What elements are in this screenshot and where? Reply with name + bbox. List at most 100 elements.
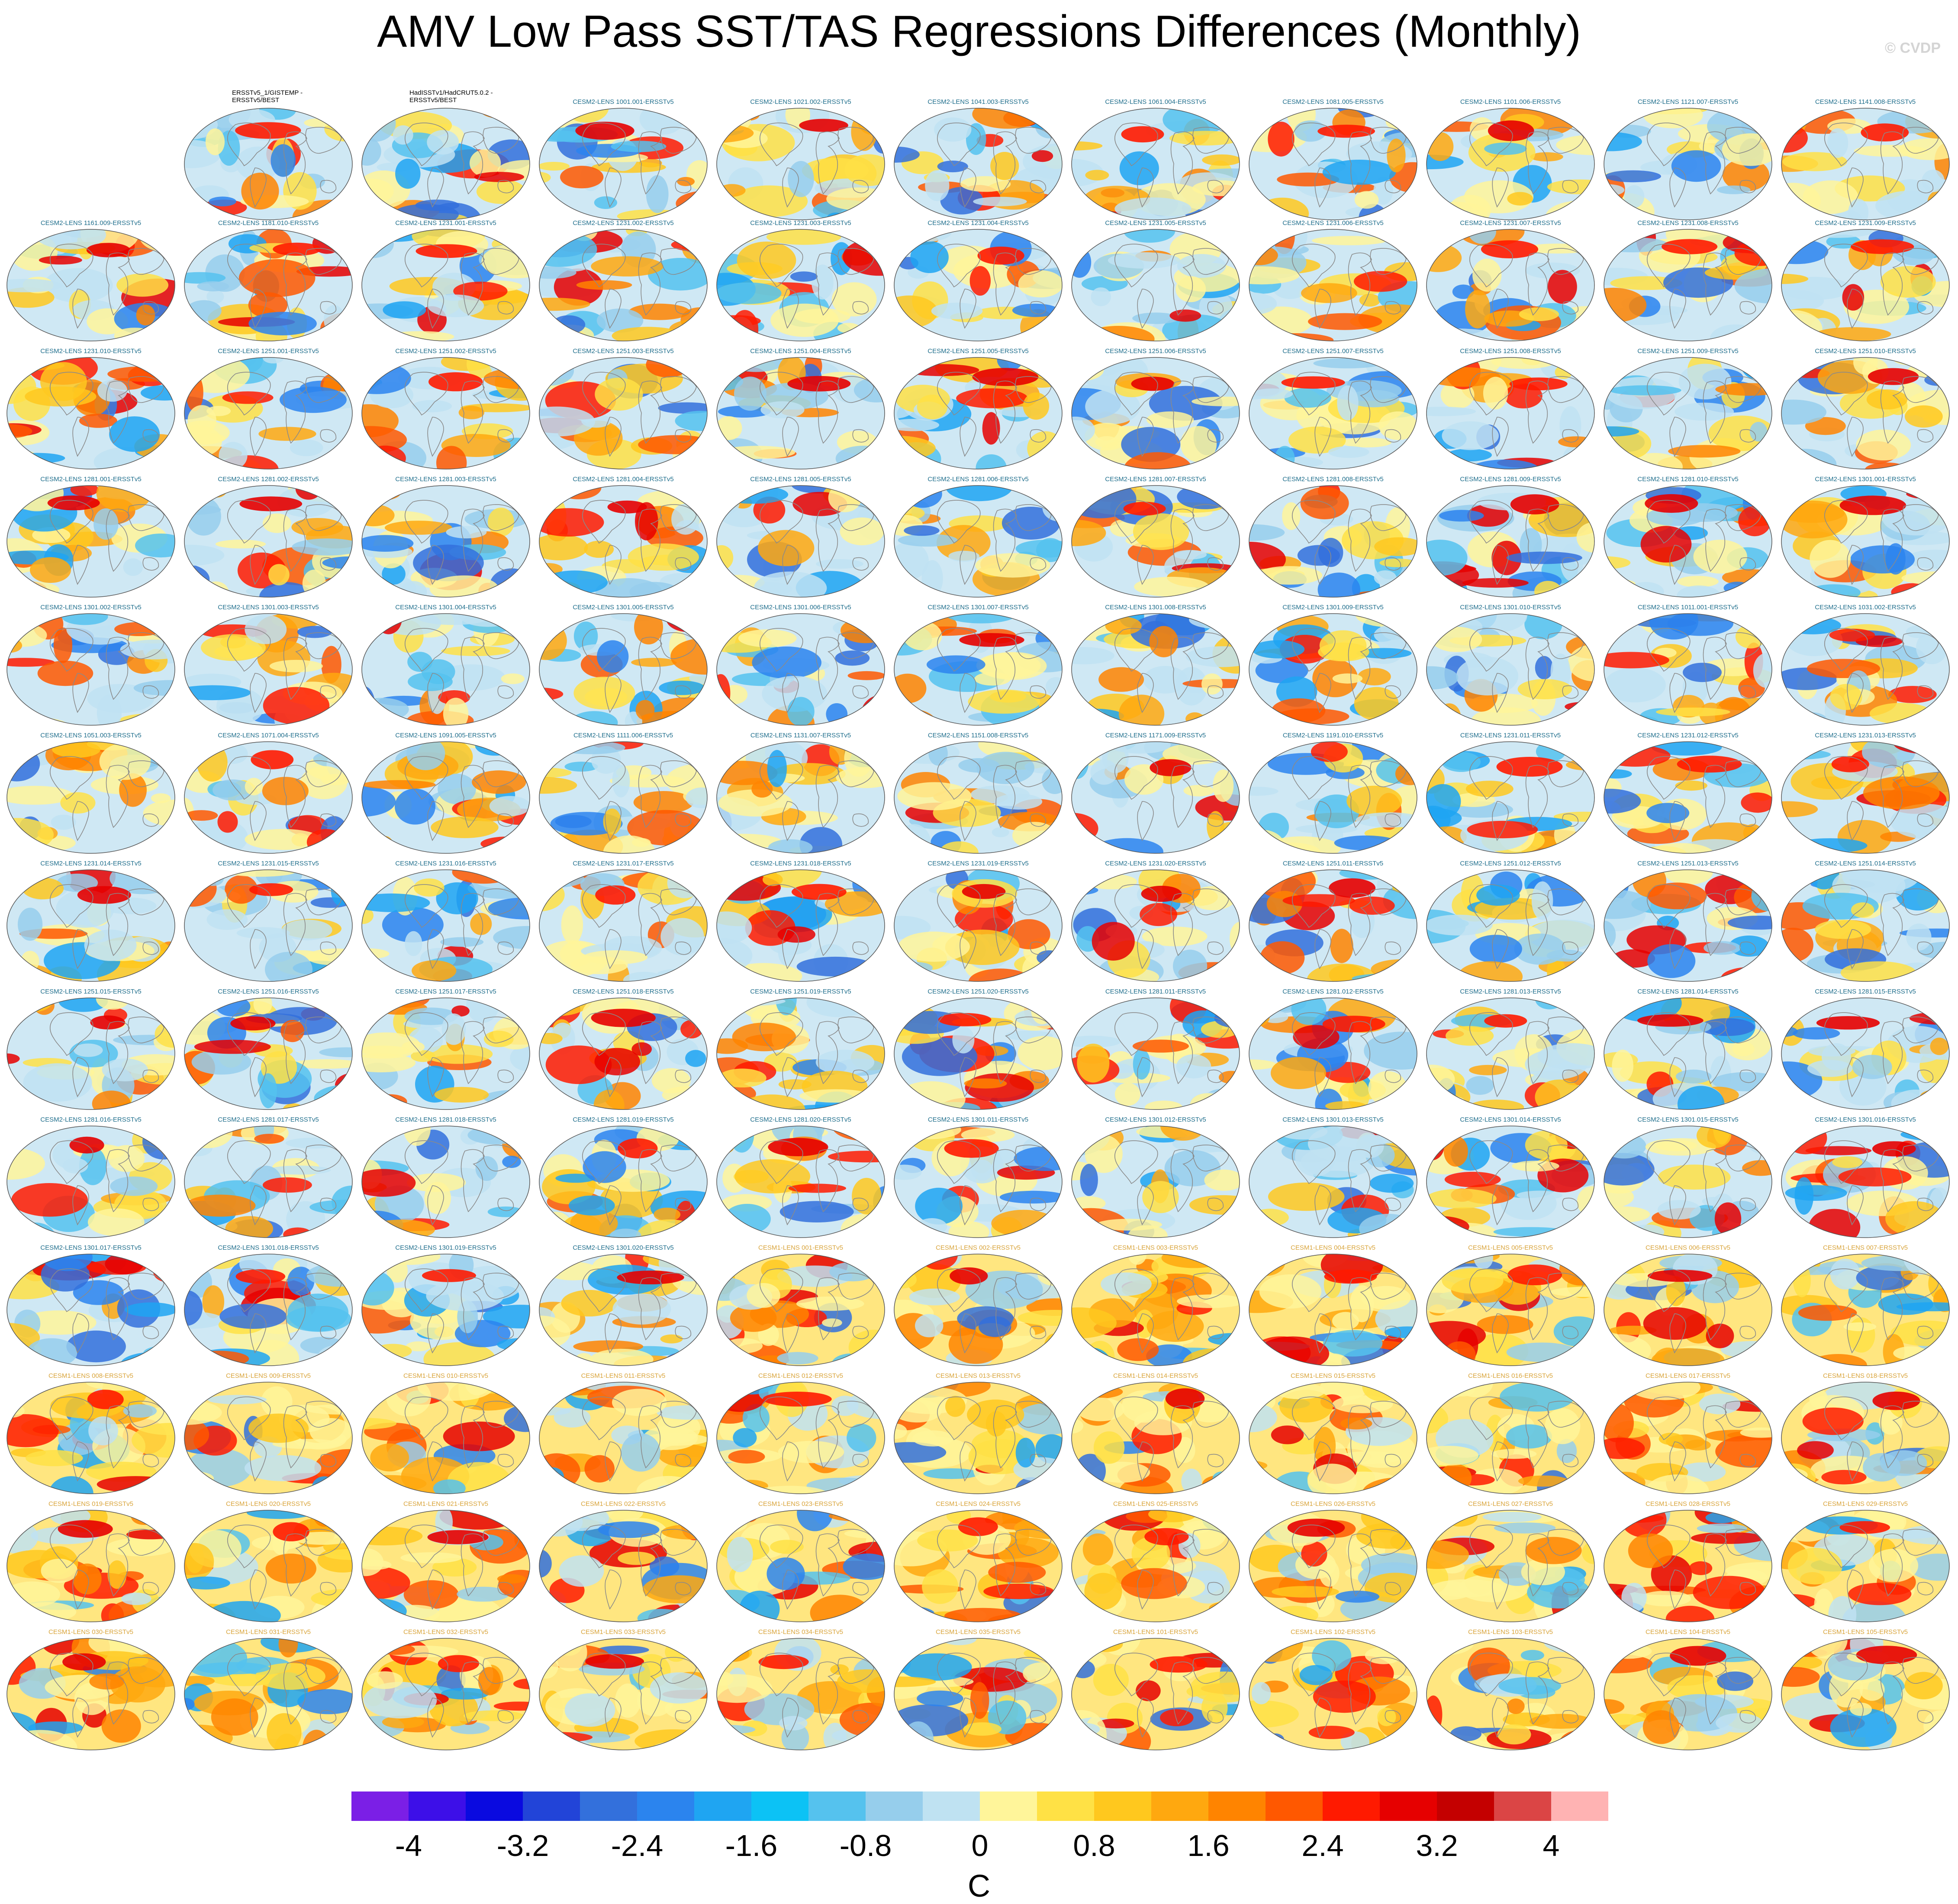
anomaly-blob [413, 544, 484, 582]
coastline [760, 500, 803, 544]
coastline [815, 380, 840, 444]
map-panel: CESM2-LENS 1281.005-ERSSTv5 [716, 475, 886, 599]
anomaly-blob [598, 1521, 660, 1538]
coastline [815, 1149, 840, 1213]
coastline [497, 1198, 514, 1211]
anomaly-hotspot [618, 1138, 658, 1158]
coastline [106, 252, 130, 316]
anomaly-blob [499, 1480, 524, 1494]
coastline [1207, 1454, 1224, 1467]
anomaly-blob [202, 1285, 225, 1319]
map-outline [1071, 485, 1240, 598]
anomaly-blob [1271, 1057, 1326, 1089]
coastline [675, 301, 692, 315]
anomaly-blob [1715, 697, 1752, 725]
map-panel-label: CESM2-LENS 1251.003-ERSSTv5 [573, 347, 674, 355]
anomaly-blob [196, 1662, 270, 1675]
map-panel: CESM1-LENS 025-ERSSTv5 [1071, 1500, 1240, 1624]
anomaly-blob [992, 827, 1009, 837]
anomaly-blob [545, 1045, 612, 1084]
coastline [1192, 1016, 1229, 1043]
coastline [1192, 760, 1229, 787]
coastline [1917, 942, 1934, 955]
map-panel: CESM2-LENS 1301.013-ERSSTv5 [1248, 1116, 1418, 1239]
coastline [760, 244, 803, 288]
anomaly-blob [362, 137, 381, 166]
anomaly-blob [143, 1254, 175, 1269]
map-panel-label: CESM1-LENS 016-ERSSTv5 [1468, 1372, 1553, 1380]
map-plot [6, 869, 175, 982]
map-plot [1426, 485, 1595, 598]
anomaly-blob [861, 870, 884, 878]
map-plot [6, 613, 175, 726]
map-panel: CESM1-LENS 032-ERSSTv5 [361, 1628, 531, 1752]
map-panel: CESM2-LENS 1301.017-ERSSTv5 [6, 1244, 176, 1367]
coastline [760, 1396, 803, 1441]
coastline [1314, 673, 1331, 713]
anomaly-blob [290, 439, 323, 457]
anomaly-blob [1268, 1182, 1345, 1211]
coastline [1547, 1273, 1584, 1299]
coastline [1647, 628, 1691, 672]
coastline [305, 376, 342, 403]
anomaly-blob [25, 386, 97, 407]
map-panel: CESM2-LENS 1281.016-ERSSTv5 [6, 1116, 176, 1239]
map-panel-label: CESM2-LENS 1231.009-ERSSTv5 [1815, 219, 1916, 227]
anomaly-blob [306, 829, 345, 853]
map-panel: CESM1-LENS 027-ERSSTv5 [1426, 1500, 1595, 1624]
coastline [1015, 127, 1052, 154]
anomaly-blob [1169, 309, 1201, 322]
anomaly-blob [983, 1583, 1054, 1599]
map-outline [716, 613, 885, 726]
coastline [782, 417, 799, 457]
map-outline [1426, 108, 1595, 220]
coastline [320, 429, 337, 443]
anomaly-blob [1176, 1054, 1211, 1079]
coastline [1703, 380, 1727, 444]
coastline [1725, 1273, 1762, 1299]
anomaly-blob [1675, 402, 1734, 421]
coastline [1725, 888, 1762, 915]
coastline [1917, 1198, 1934, 1211]
coastline [1348, 1149, 1372, 1213]
anomaly-blob [1323, 1330, 1383, 1357]
coastline [660, 376, 697, 403]
anomaly-blob [557, 830, 623, 853]
map-plot [1071, 1510, 1240, 1622]
coastline [427, 417, 444, 457]
map-outline [539, 997, 708, 1110]
anomaly-blob [1080, 1164, 1098, 1196]
coastline [1880, 380, 1904, 444]
map-plot [1426, 1126, 1595, 1238]
coastline [605, 289, 622, 329]
anomaly-blob [395, 788, 435, 825]
map-panel-grid: ERSSTv5_1/GISTEMP - ERSSTv5/BEST HadISSTv… [6, 89, 1950, 1752]
coastline [1292, 628, 1336, 672]
coastline [427, 289, 444, 329]
anomaly-blob [1134, 576, 1209, 597]
coastline [305, 1145, 342, 1171]
map-plot [894, 1382, 1063, 1494]
coastline [1370, 1401, 1407, 1428]
anomaly-blob [1612, 1049, 1633, 1082]
map-outline [539, 485, 708, 598]
coastline [128, 1273, 164, 1299]
coastline [1137, 1185, 1154, 1225]
anomaly-hotspot [1281, 376, 1345, 389]
coastline [1917, 557, 1934, 571]
anomaly-blob [552, 315, 586, 334]
map-plot [539, 1254, 708, 1366]
coastline [1207, 180, 1224, 193]
coastline [815, 252, 840, 316]
anomaly-blob [917, 395, 948, 419]
map-panel: CESM2-LENS 1121.007-ERSSTv5 [1603, 98, 1773, 222]
anomaly-blob [467, 1126, 523, 1145]
anomaly-blob [900, 1653, 972, 1681]
anomaly-blob [1472, 258, 1502, 292]
map-panel: CESM2-LENS 1231.008-ERSSTv5 [1603, 219, 1773, 343]
coastline [106, 380, 130, 444]
anomaly-blob [488, 508, 514, 537]
map-panel: CESM2-LENS 1251.019-ERSSTv5 [716, 987, 886, 1111]
map-panel: CESM1-LENS 023-ERSSTv5 [716, 1500, 886, 1624]
map-panel: CESM1-LENS 010-ERSSTv5 [361, 1372, 531, 1496]
